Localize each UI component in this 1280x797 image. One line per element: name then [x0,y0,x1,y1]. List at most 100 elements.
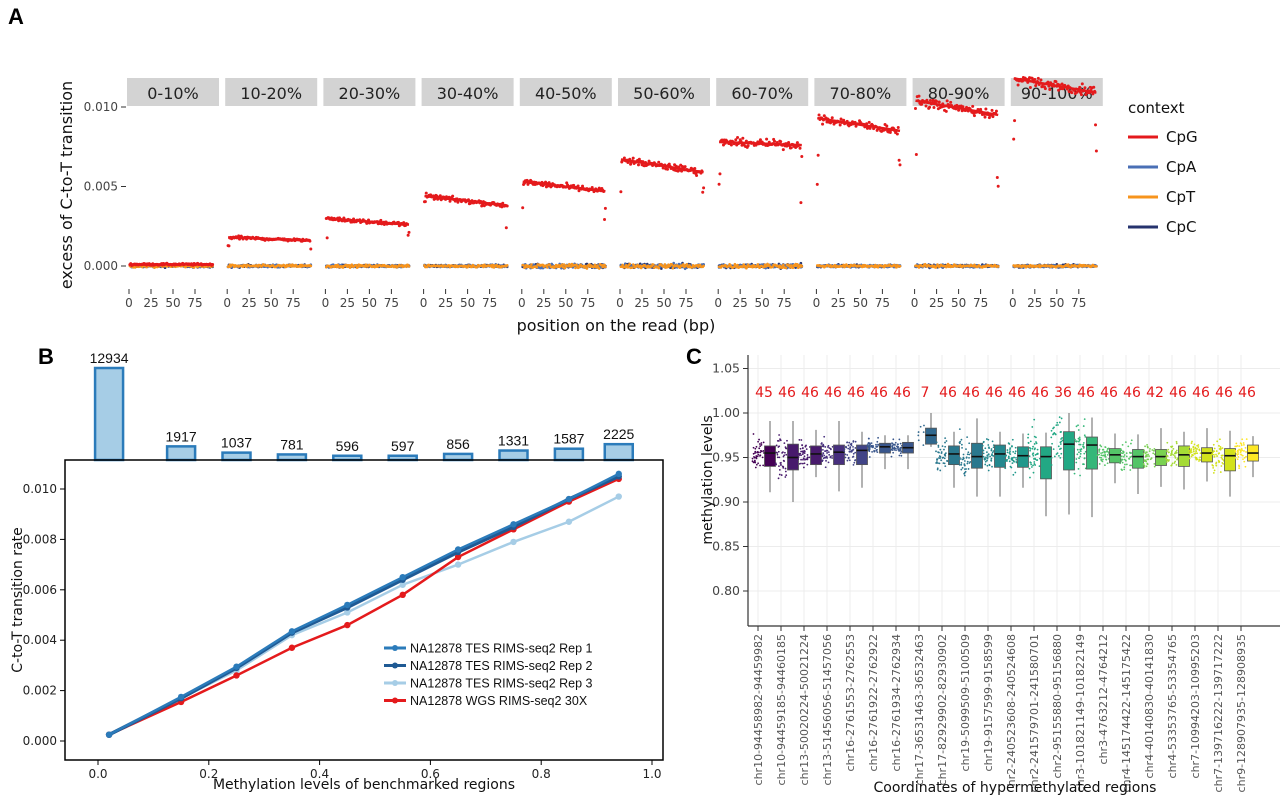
count-bar-label: 1037 [221,435,252,451]
jitter-point [1078,443,1081,446]
count-label: 46 [1123,385,1141,401]
x-tick-label: 50 [755,296,770,310]
series-point [454,546,462,553]
jitter-point [963,474,966,477]
point-cpg [1057,88,1061,92]
jitter-point [802,458,804,461]
point-cpt [796,262,799,266]
x-tick-label: 50 [165,296,180,310]
facet-strip [421,78,514,106]
series-point [510,538,517,546]
jitter-point [784,476,787,478]
jitter-point [1075,425,1078,428]
x-tick-label: chr4-145174422-145175422 [1120,634,1133,792]
point-cpg [1033,78,1037,82]
jitter-point [1083,457,1086,460]
jitter-point [1060,447,1062,450]
jitter-point [899,449,902,452]
x-tick-label: chr13-51456056-51457056 [821,634,834,785]
x-tick-label: 25 [733,296,748,310]
jitter-point [1059,456,1062,459]
point-cpg [787,140,791,144]
point-cpt [632,264,636,267]
point-cpt [657,266,661,270]
jitter-point [782,455,785,458]
point-cpg [1012,137,1016,141]
point-cpg [795,141,799,145]
x-tick-label: 0 [813,296,821,310]
jitter-point [1098,456,1101,459]
jitter-point [900,446,902,449]
jitter-point [1038,465,1041,468]
x-tick-label: 50 [558,296,573,310]
point-cpt [535,265,539,269]
jitter-point [1146,443,1148,446]
jitter-point [1060,431,1062,433]
jitter-point [1073,446,1076,448]
facet-strip [519,78,612,106]
jitter-point [1009,450,1011,453]
jitter-point [1030,466,1033,468]
point-cpg [815,182,819,186]
jitter-point [1172,454,1175,456]
jitter-point [941,445,944,448]
point-cpg [773,139,777,143]
jitter-point [843,448,846,451]
jitter-point [784,467,787,470]
jitter-point [1119,456,1122,459]
jitter-point [868,448,871,451]
point-cpg [631,156,635,160]
count-bar-label: 1587 [553,431,584,447]
jitter-point [982,449,985,452]
y-tick-label: 0.004 [23,633,57,647]
jitter-point [941,456,944,459]
jitter-point [1100,445,1103,448]
x-tick-label: 75 [286,296,301,310]
jitter-point [868,442,871,445]
jitter-point [1100,456,1103,459]
point-cpg [897,158,901,162]
y-tick-label: 0.005 [84,180,118,194]
jitter-point [849,448,851,451]
point-cpg [423,200,427,204]
cpg-fit-line [228,236,311,242]
count-bar-label: 1331 [498,433,529,449]
jitter-point [963,460,966,462]
jitter-point [1174,460,1177,463]
x-tick-label: 25 [1027,296,1042,310]
count-label: 46 [939,385,957,401]
jitter-point [1129,456,1132,458]
jitter-point [798,452,801,455]
jitter-point [958,442,961,445]
cpg-fit-line [522,180,606,193]
jitter-point [982,452,985,455]
jitter-point [966,462,969,465]
jitter-point [1007,457,1010,460]
x-tick-label: chr16-2761934-2762934 [890,634,903,771]
x-tick-label: 25 [831,296,846,310]
point-cpg [758,138,762,142]
jitter-point [1060,440,1063,443]
jitter-point [760,444,763,446]
jitter-point [798,454,801,457]
x-tick-label: chr19-9157599-9158599 [982,634,995,771]
jitter-point [826,452,828,454]
count-label: 46 [962,385,980,401]
jitter-point [1029,440,1032,443]
box [1017,446,1029,468]
jitter-point [1010,458,1013,461]
jitter-point [1125,452,1128,455]
jitter-point [1120,455,1123,458]
point-cpg [765,137,769,141]
jitter-point [1100,452,1102,455]
jitter-point [1015,456,1017,459]
jitter-point [1176,457,1179,460]
jitter-point [1055,453,1058,456]
jitter-point [1027,442,1030,444]
jitter-point [1148,455,1150,458]
point-cpg [701,190,705,194]
count-label: 46 [847,385,865,401]
point-cpg [736,135,740,139]
jitter-point [1008,460,1011,463]
point-cpg [702,186,706,190]
